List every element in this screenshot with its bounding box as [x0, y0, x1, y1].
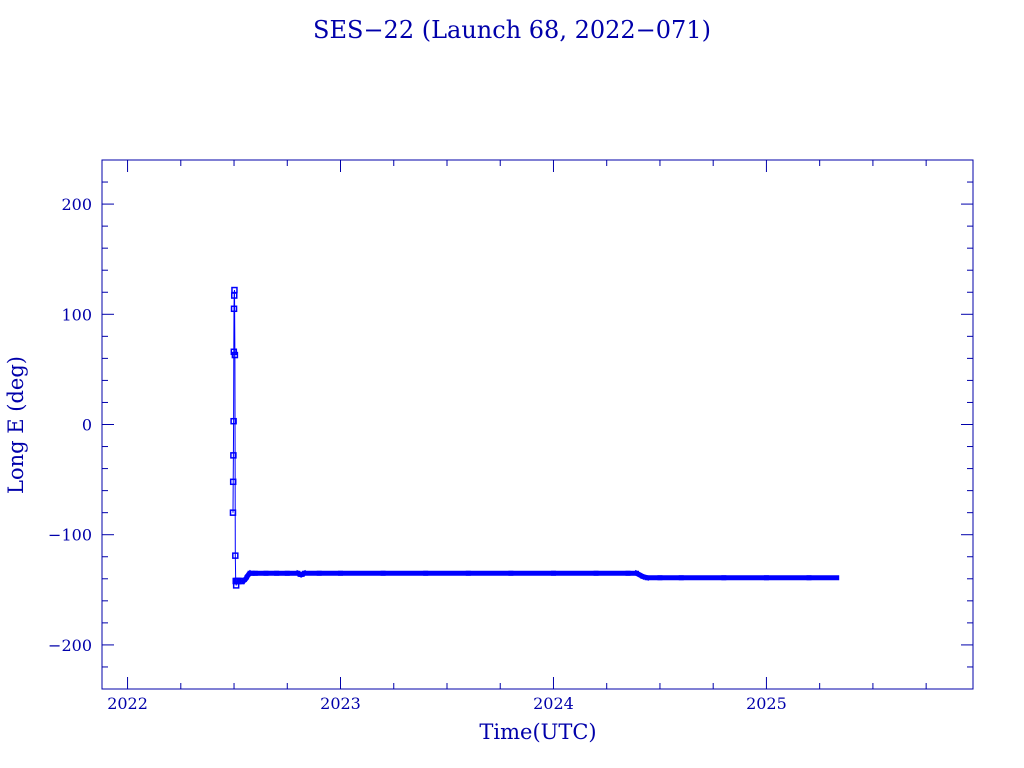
y-tick-label: −100	[48, 526, 92, 545]
x-axis-label: Time(UTC)	[479, 720, 596, 744]
data-point	[229, 478, 237, 486]
plot-frame	[101, 159, 974, 690]
x-tick-label: 2025	[746, 694, 787, 713]
data-point	[230, 348, 238, 356]
data-point	[232, 552, 239, 559]
x-tick-label: 2023	[320, 694, 361, 713]
x-tick-label: 2024	[533, 694, 574, 713]
data-point	[231, 286, 238, 294]
data-point	[230, 452, 237, 459]
tick-labels: 200 100 0 −100 −200 2022 2023 2024 2025	[48, 195, 787, 713]
y-tick-label: 0	[82, 416, 92, 435]
data-point	[230, 305, 238, 313]
series-line	[232, 289, 837, 586]
chart-title: SES−22 (Launch 68, 2022−071)	[313, 16, 711, 44]
y-tick-label: 100	[61, 305, 92, 324]
axis-ticks	[102, 160, 973, 689]
y-tick-label: −200	[48, 636, 92, 655]
data-point	[229, 509, 237, 516]
x-tick-label: 2022	[107, 694, 148, 713]
series-group	[229, 286, 840, 589]
data-point	[230, 417, 237, 425]
y-tick-label: 200	[61, 195, 92, 214]
y-axis-label: Long E (deg)	[4, 356, 28, 494]
data-point	[231, 351, 239, 359]
